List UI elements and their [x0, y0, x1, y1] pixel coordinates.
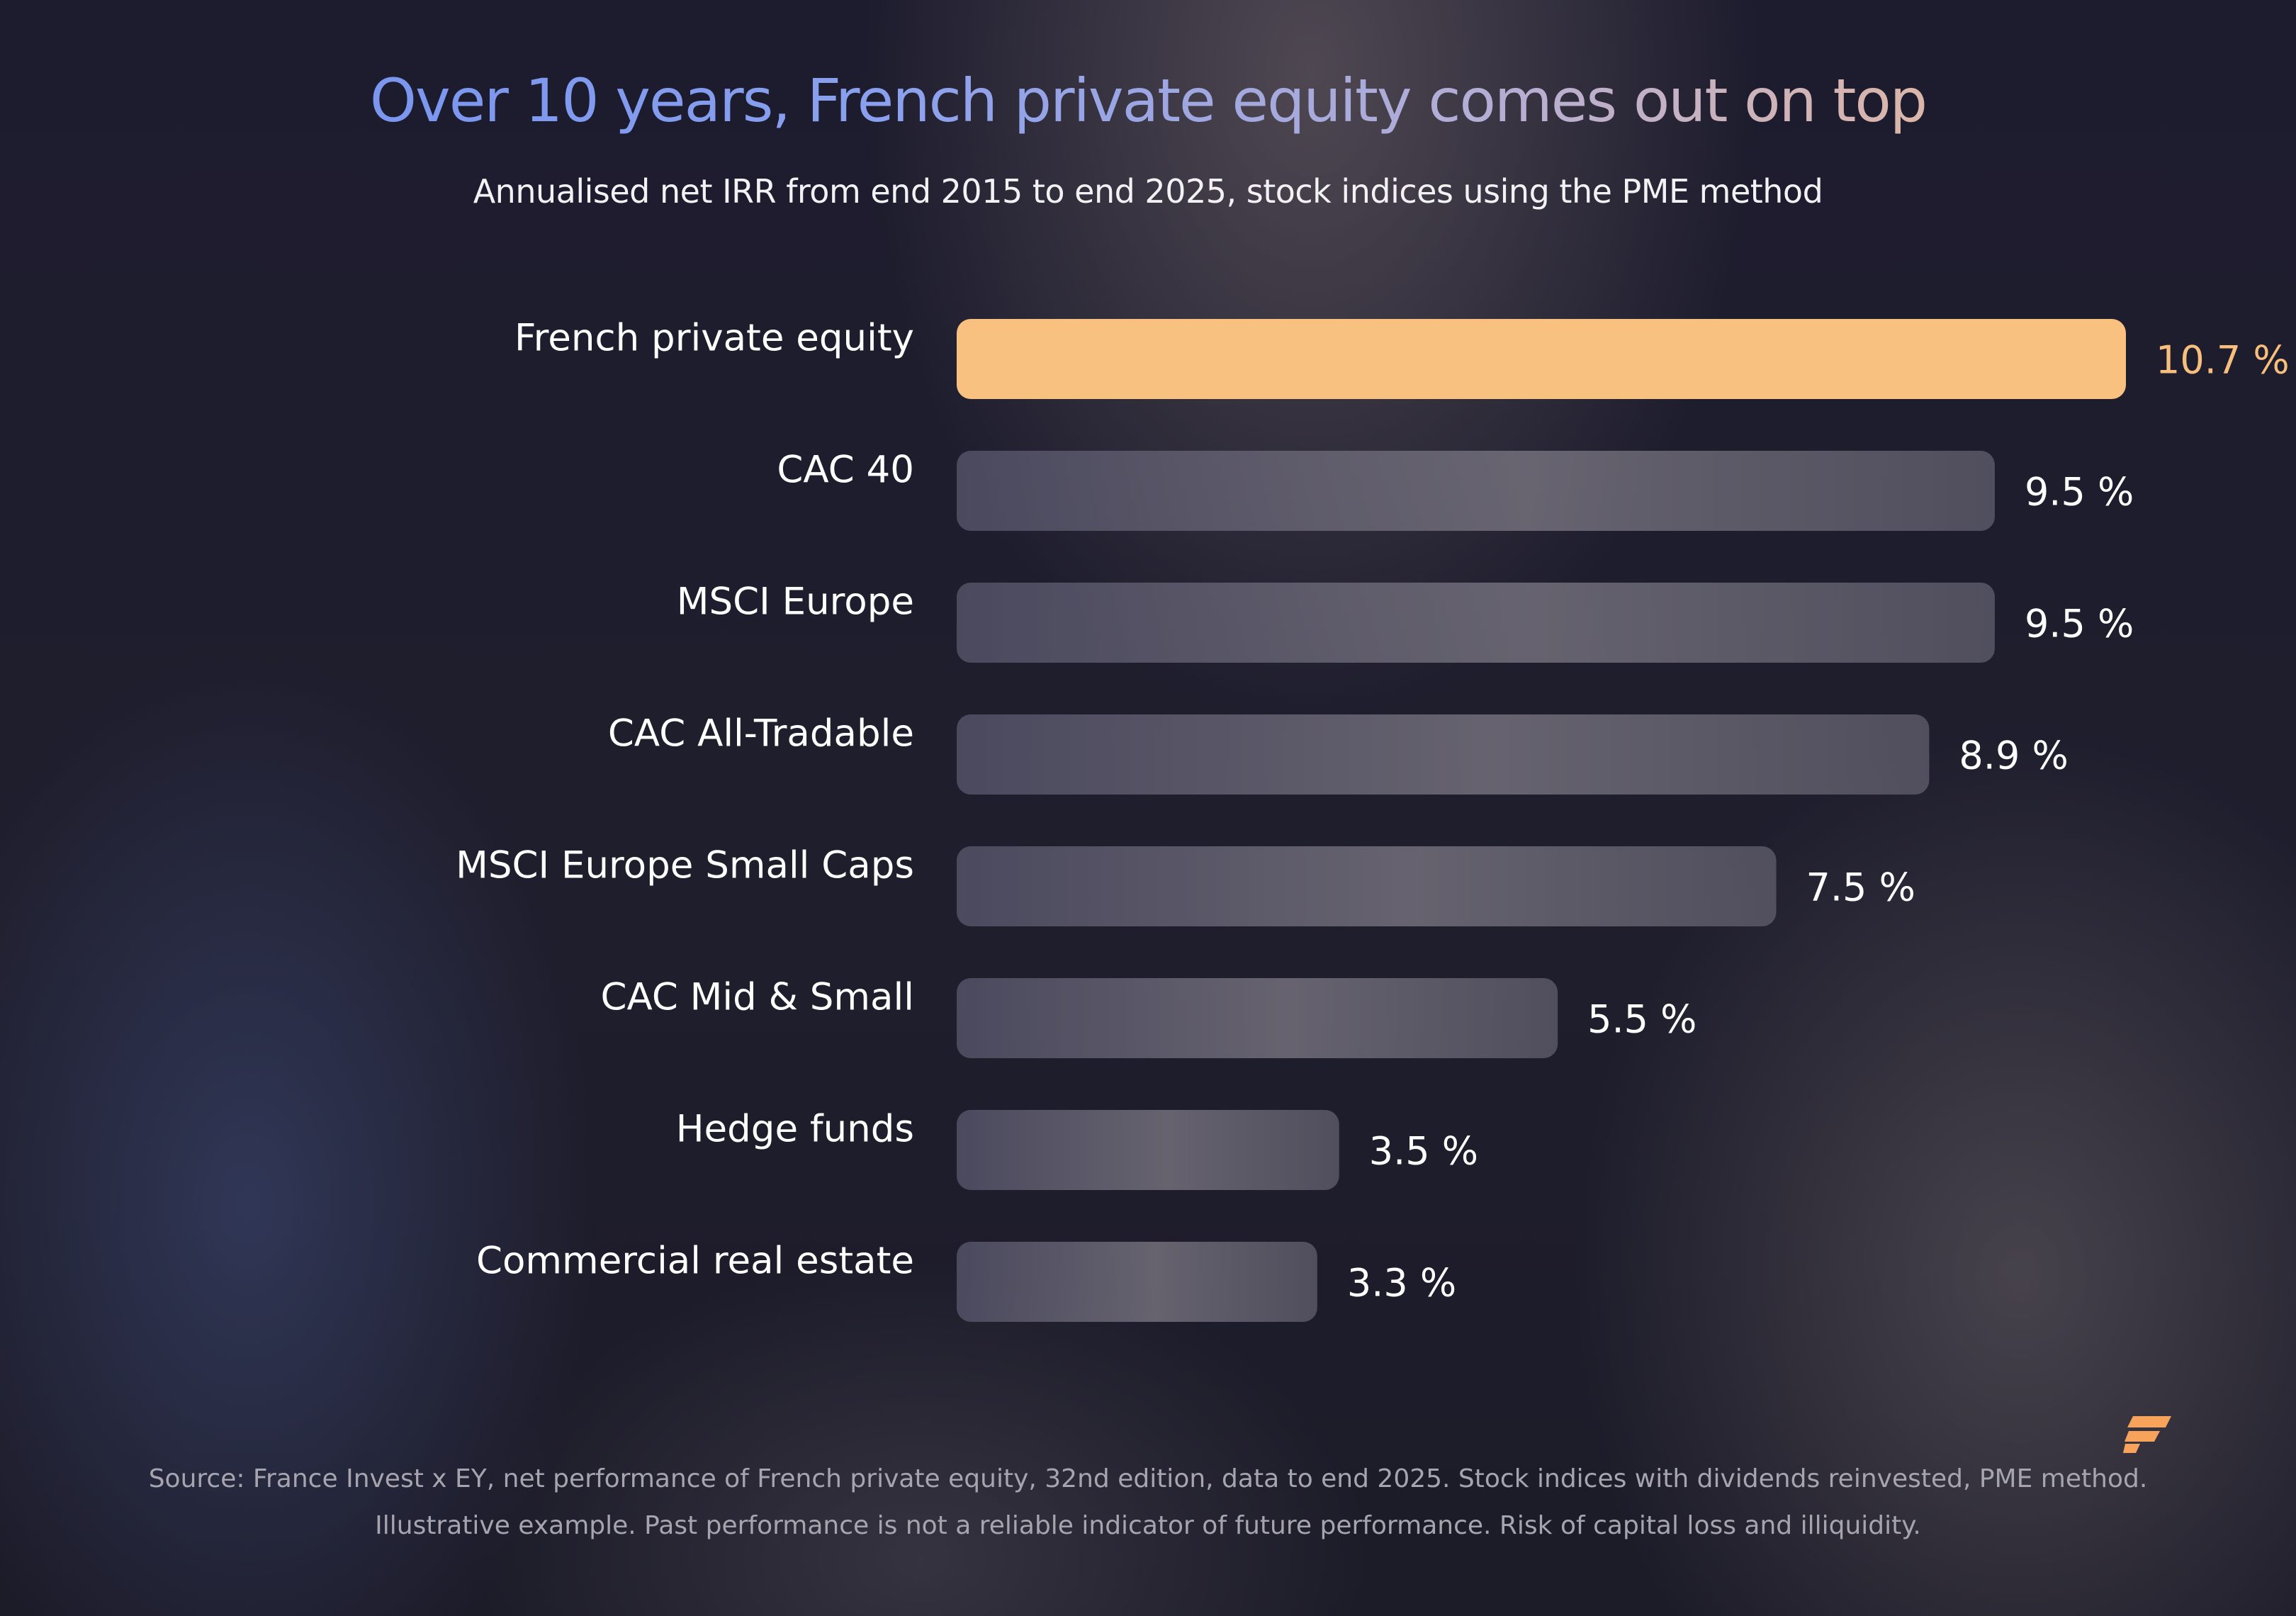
chart-subtitle: Annualised net IRR from end 2015 to end …	[473, 172, 1823, 211]
brand-logo-icon	[2123, 1416, 2171, 1453]
category-label: CAC All-Tradable	[608, 712, 914, 756]
bar-chart: French private equity 10.7 % CAC 40 9.5 % MS…	[456, 317, 2290, 1322]
category-label: MSCI Europe	[677, 580, 914, 624]
bar	[957, 1110, 1339, 1190]
bar	[957, 978, 1558, 1058]
value-label: 3.3 %	[1347, 1261, 1456, 1306]
value-label: 7.5 %	[1806, 865, 1915, 910]
chart-marks: French private equity 10.7 % CAC 40 9.5 % MS…	[456, 317, 2290, 1322]
bar	[957, 451, 1995, 531]
value-label: 3.5 %	[1369, 1129, 1478, 1174]
bar	[957, 846, 1777, 926]
bar	[957, 583, 1995, 663]
value-label: 8.9 %	[1959, 734, 2068, 778]
category-label: Commercial real estate	[476, 1240, 914, 1283]
chart-title: Over 10 years, French private equity com…	[0, 65, 2296, 137]
category-label: MSCI Europe Small Caps	[456, 844, 914, 887]
category-label: French private equity	[514, 317, 914, 360]
source-note: Source: France Invest x EY, net performa…	[0, 1456, 2296, 1549]
value-label: 10.7 %	[2156, 338, 2290, 383]
bar	[957, 319, 2126, 399]
bar	[957, 1242, 1317, 1322]
category-label: CAC Mid & Small	[600, 976, 914, 1019]
source-line-1: Source: France Invest x EY, net performa…	[148, 1464, 2148, 1493]
bar	[957, 714, 1930, 795]
category-label: CAC 40	[777, 449, 914, 492]
category-label: Hedge funds	[676, 1108, 914, 1151]
source-line-2: Illustrative example. Past performance i…	[375, 1511, 1921, 1540]
value-label: 5.5 %	[1587, 997, 1696, 1042]
value-label: 9.5 %	[2025, 470, 2134, 515]
value-label: 9.5 %	[2025, 602, 2134, 646]
